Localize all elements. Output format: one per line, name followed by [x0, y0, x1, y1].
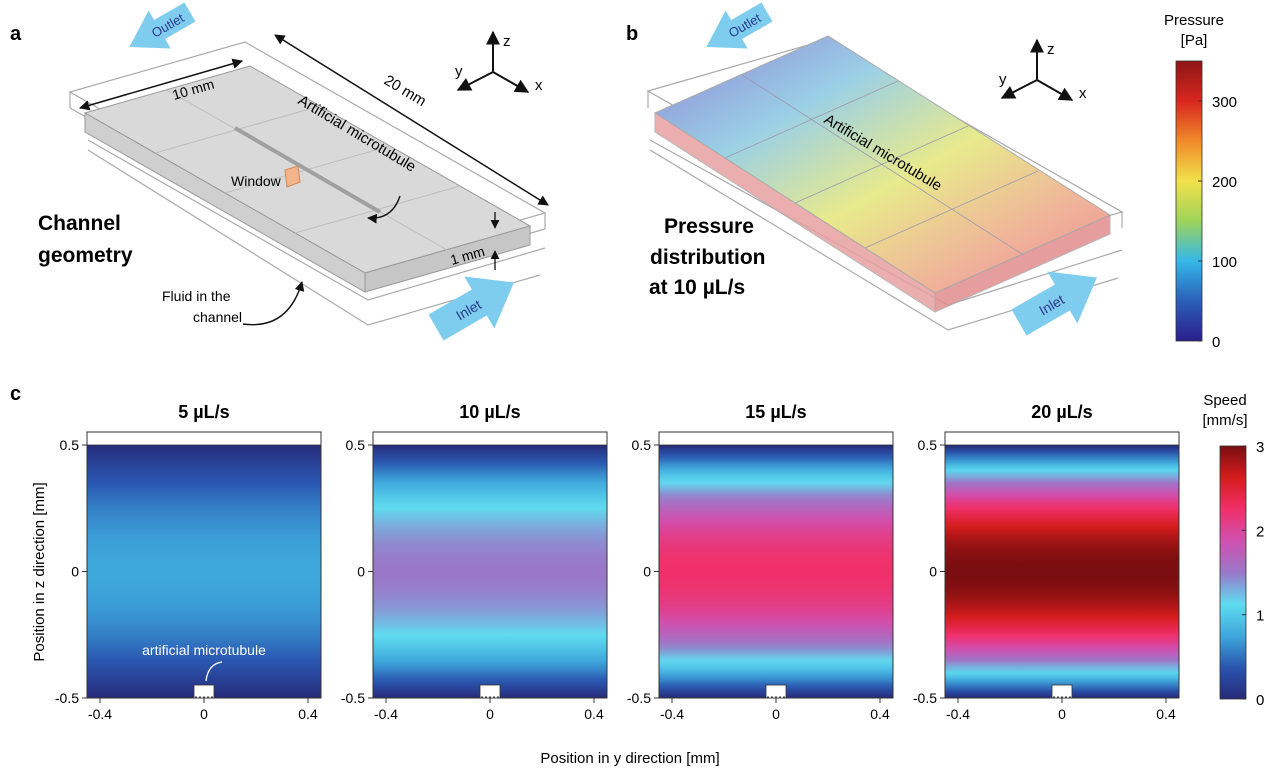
channel-side-face [364, 225, 531, 293]
y-tick-label: -0.5 [55, 690, 79, 706]
pressure-colorbar-ticks: 0 100 200 300 [1198, 94, 1237, 351]
panel-c-xlabel: Position in y direction [mm] [540, 750, 719, 767]
panel-b: b Artificial microtubule Pressure distri… [626, 2, 1237, 351]
panel-a-label: a [10, 23, 22, 45]
speed-tick-label: 1 [1256, 608, 1264, 625]
heatmap-top-margin [86, 431, 322, 446]
microtubule-annotation: artificial microtubule [142, 642, 266, 658]
pressure-tick-label: 300 [1212, 94, 1237, 111]
heatmap-top-margin [944, 431, 1180, 446]
x-tick-label: 0 [772, 706, 780, 722]
heatmap-field [659, 445, 893, 698]
y-tick-label: 0 [643, 564, 651, 580]
y-tick-label: -0.5 [913, 690, 937, 706]
heatmap-title: 15 µL/s [745, 402, 806, 422]
x-tick-label: -0.4 [660, 706, 684, 722]
x-tick-label: -0.4 [374, 706, 398, 722]
pressure-colorbar [1175, 60, 1203, 342]
axis-y-label-a: y [455, 63, 463, 80]
heatmap-title: 20 µL/s [1031, 402, 1092, 422]
heatmap-title: 10 µL/s [459, 402, 520, 422]
y-tick-label: 0 [71, 564, 79, 580]
pressure-tick-label: 200 [1212, 174, 1237, 191]
y-tick-label: 0.5 [918, 437, 938, 453]
speed-tick-label: 3 [1256, 439, 1264, 456]
speed-colorbar [1219, 445, 1247, 700]
speed-tick-label: 0 [1256, 692, 1264, 709]
inlet-arrow-b: Inlet [1011, 271, 1097, 336]
fluid-pointer [242, 281, 305, 326]
panel-b-label: b [626, 23, 638, 45]
pressure-tick-label: 0 [1212, 334, 1220, 351]
microtubule-annotation-pointer [205, 661, 223, 682]
y-tick-label: -0.5 [341, 690, 365, 706]
heatmap-title: 5 µL/s [178, 402, 229, 422]
panel-c-label: c [10, 383, 21, 405]
x-tick-label: 0 [486, 706, 494, 722]
x-tick-label: 0 [200, 706, 208, 722]
panel-c-ylabel: Position in z direction [mm] [31, 482, 48, 661]
x-tick-label: 0 [1058, 706, 1066, 722]
dim-length-label: 20 mm [381, 72, 429, 110]
x-tick-label: 0.4 [870, 706, 890, 722]
speed-colorbar-ticks: 0 1 2 3 [1242, 439, 1264, 709]
pressure-tick-label: 100 [1212, 254, 1237, 271]
window-label: Window [231, 173, 282, 189]
panel-b-title-line1: Pressure [664, 215, 754, 238]
heatmap-top-margin [658, 431, 894, 446]
fluid-label-line1: Fluid in the [162, 288, 231, 304]
x-tick-label: 0.4 [298, 706, 318, 722]
panel-a: a Window 10 mm 20 mm 1 mm Artificial [10, 2, 549, 341]
axis-y-label-b: y [999, 71, 1007, 88]
heatmap-field [87, 445, 321, 698]
axis-x-label-b: x [1079, 85, 1087, 102]
y-tick-label: 0.5 [632, 437, 652, 453]
pressure-side-face [934, 214, 1111, 313]
panel-b-title-line3: at 10 µL/s [649, 276, 745, 299]
speed-colorbar-title-line2: [mm/s] [1203, 412, 1248, 429]
pressure-colorbar-title-line2: [Pa] [1181, 32, 1208, 49]
axis-x-label-a: x [535, 77, 543, 94]
speed-heatmaps: 5 µL/s -0.4 0 0.4 0.5 0 -0.5 artificial microtu… [55, 402, 1180, 722]
x-tick-label: -0.4 [946, 706, 970, 722]
y-tick-label: 0.5 [60, 437, 80, 453]
y-tick-label: 0 [357, 564, 365, 580]
pressure-colorbar-title-line1: Pressure [1164, 12, 1224, 29]
x-tick-label: 0.4 [1156, 706, 1176, 722]
outlet-arrow-a: Outlet [129, 2, 196, 49]
speed-tick-label: 2 [1256, 523, 1264, 540]
microtubule-box [193, 684, 215, 699]
x-tick-label: -0.4 [88, 706, 112, 722]
panel-a-title-line2: geometry [38, 244, 133, 267]
panel-c: c Position in z direction [mm] Position … [10, 383, 1264, 767]
y-tick-label: 0 [929, 564, 937, 580]
x-tick-label: 0.4 [584, 706, 604, 722]
dim-length-arrow [274, 34, 549, 206]
heatmap-3: 15 µL/s -0.4 0 0.4 0.5 0 -0.5 [627, 402, 894, 722]
axis-triad-a: z y x [455, 30, 543, 94]
axis-z-label-b: z [1047, 41, 1055, 58]
heatmap-1: 5 µL/s -0.4 0 0.4 0.5 0 -0.5 artificial microtu… [55, 402, 322, 722]
microtubule-box [479, 684, 501, 699]
panel-a-title-line1: Channel [38, 212, 121, 235]
heatmap-4: 20 µL/s -0.4 0 0.4 0.5 0 -0.5 [913, 402, 1180, 722]
heatmap-top-margin [372, 431, 608, 446]
microtubule-pointer [367, 195, 401, 224]
outlet-arrow-b: Outlet [706, 2, 773, 49]
heatmap-2: 10 µL/s -0.4 0 0.4 0.5 0 -0.5 [341, 402, 608, 722]
speed-colorbar-title-line1: Speed [1203, 392, 1246, 409]
heatmap-field [945, 445, 1179, 698]
dim-width-arrow [78, 58, 244, 111]
fluid-label-line2: channel [193, 309, 242, 325]
panel-b-title-line2: distribution [650, 246, 765, 269]
inlet-arrow-a: Inlet [428, 276, 514, 341]
axis-z-label-a: z [503, 33, 511, 50]
y-tick-label: 0.5 [346, 437, 366, 453]
heatmap-field [373, 445, 607, 698]
microtubule-box [1051, 684, 1073, 699]
y-tick-label: -0.5 [627, 690, 651, 706]
axis-triad-b: z y x [999, 38, 1087, 102]
microtubule-box [765, 684, 787, 699]
